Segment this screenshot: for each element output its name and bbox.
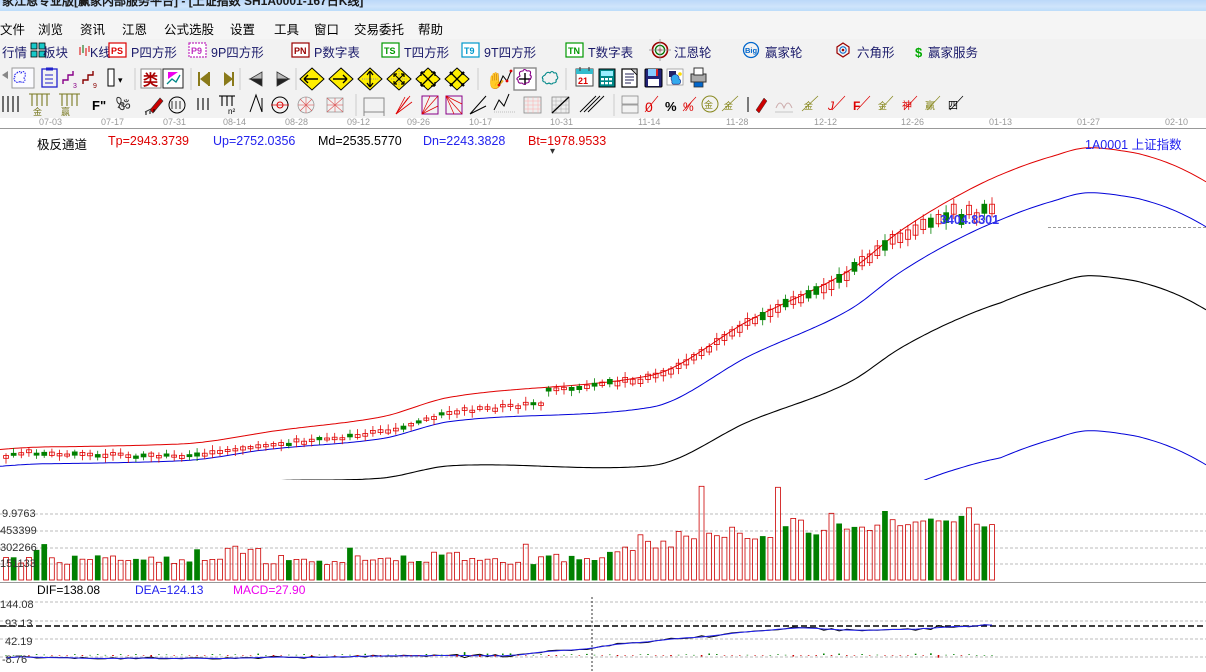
svg-text:T四方形: T四方形 [404,45,450,60]
svg-text:$: $ [915,45,923,60]
svg-text:P数字表: P数字表 [314,45,360,60]
svg-text:ॐ: ॐ [118,98,131,114]
svg-text:▾: ▾ [118,75,123,85]
svg-text:板块: 板块 [43,46,69,60]
svg-text:9T四方形: 9T四方形 [484,45,537,60]
svg-text:F: F [853,99,860,113]
svg-text:P9: P9 [191,46,202,56]
svg-text:江恩轮: 江恩轮 [674,46,712,60]
svg-text:金: 金 [878,100,887,111]
svg-text:PS: PS [111,46,123,56]
svg-text:9P四方形: 9P四方形 [211,45,264,60]
svg-text:9: 9 [93,83,97,90]
svg-text:3: 3 [73,83,77,90]
svg-text:PN: PN [294,46,307,56]
svg-text:行情: 行情 [2,46,27,60]
svg-text:%: % [665,99,677,114]
svg-text:P四方形: P四方形 [131,45,177,60]
svg-text:金: 金 [804,100,813,111]
svg-text:金: 金 [724,100,733,111]
svg-text:21: 21 [578,76,588,86]
svg-text:%: % [683,100,694,114]
svg-text:金: 金 [704,99,713,110]
svg-text:TS: TS [384,46,396,56]
svg-text:金: 金 [33,106,42,117]
svg-text:J: J [827,99,835,113]
svg-text:神: 神 [902,99,912,112]
svg-text:类: 类 [143,71,159,89]
svg-text:K线: K线 [90,46,111,60]
svg-text:赢: 赢 [61,106,70,117]
svg-text:赢家轮: 赢家轮 [765,45,803,60]
svg-text:✋: ✋ [486,71,506,90]
svg-text:六角形: 六角形 [857,46,895,60]
svg-text:Big: Big [745,46,758,55]
svg-text:F": F" [92,98,106,113]
svg-text:T数字表: T数字表 [588,45,634,60]
svg-text:T9: T9 [464,46,475,56]
svg-text:TN: TN [568,46,580,56]
svg-text:赢家服务: 赢家服务 [928,45,978,60]
svg-text:赢: 赢 [925,99,935,112]
svg-text:n²: n² [228,107,235,116]
